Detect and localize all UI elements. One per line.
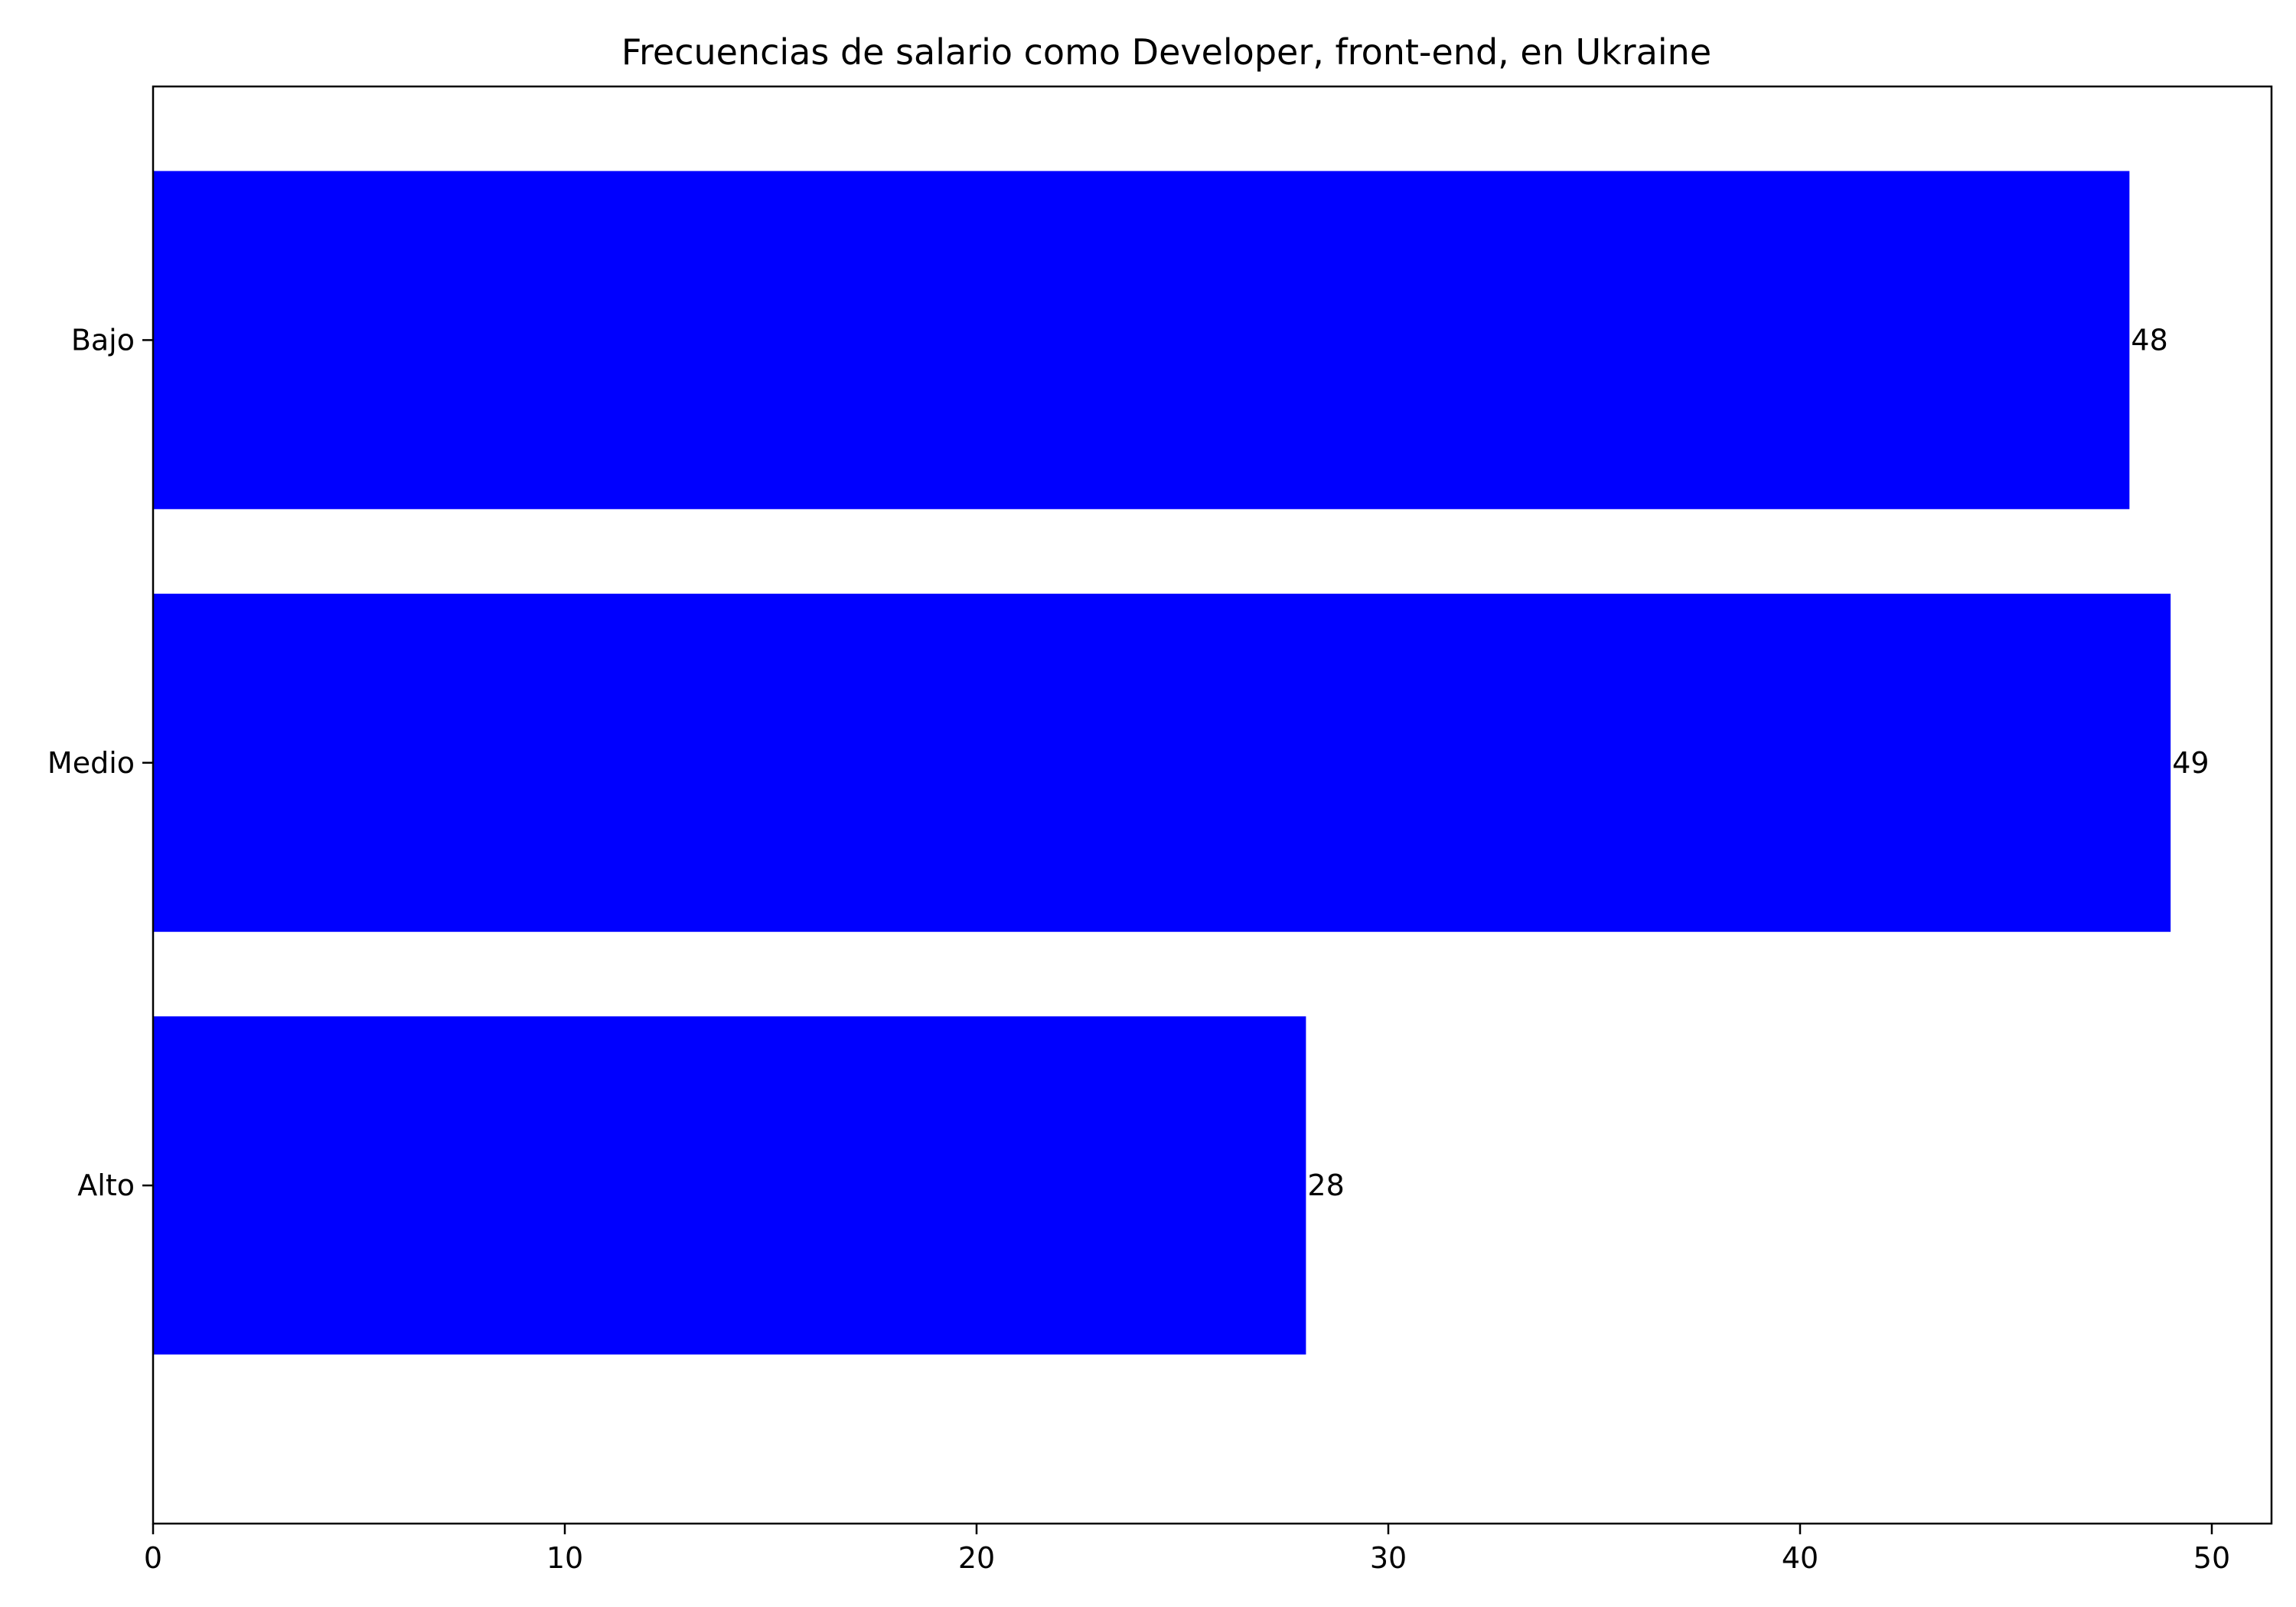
bar-medio <box>153 593 2171 932</box>
chart-title: Frecuencias de salario como Developer, f… <box>621 31 1711 73</box>
y-tick-label-medio: Medio <box>47 746 135 780</box>
y-tick-label-bajo: Bajo <box>71 323 135 357</box>
data-label-alto: 28 <box>1307 1169 1344 1202</box>
x-tick-label: 50 <box>2193 1541 2230 1575</box>
x-tick-label: 30 <box>1370 1541 1407 1575</box>
x-tick-label: 40 <box>1782 1541 1818 1575</box>
data-labels-group: 48 49 28 <box>1307 323 2209 1202</box>
data-label-bajo: 48 <box>2131 323 2167 357</box>
data-label-medio: 49 <box>2172 746 2209 780</box>
x-tick-label: 20 <box>958 1541 995 1575</box>
x-tick-label: 10 <box>546 1541 583 1575</box>
bars-group <box>153 171 2171 1355</box>
plot-frame <box>152 85 2273 1525</box>
y-axis-ticks: Bajo Medio Alto <box>47 323 153 1202</box>
bar-alto <box>153 1016 1306 1355</box>
bar-bajo <box>153 171 2130 510</box>
x-axis-ticks: 0 10 20 30 40 50 <box>144 1524 2230 1575</box>
x-tick-label: 0 <box>144 1541 162 1575</box>
y-tick-label-alto: Alto <box>77 1169 135 1202</box>
